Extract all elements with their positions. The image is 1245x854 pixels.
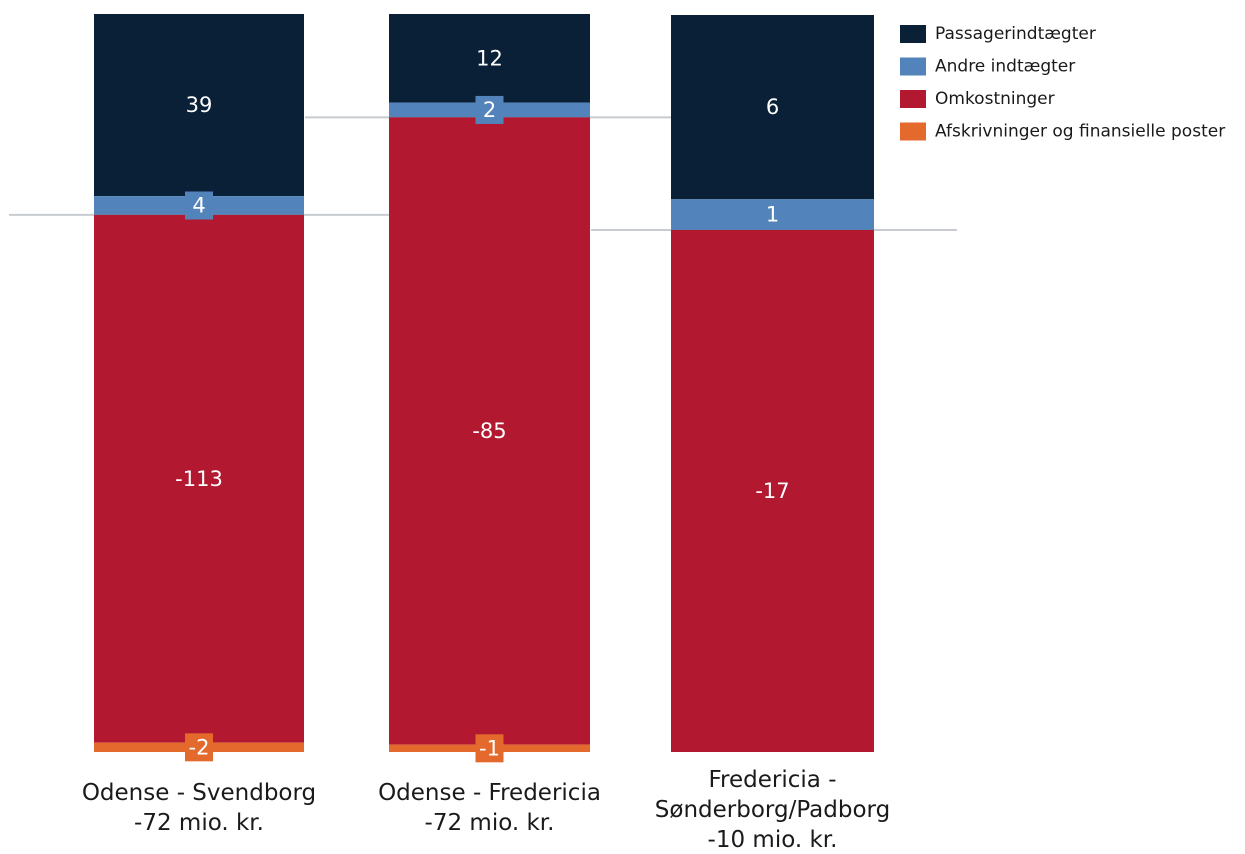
- data-label: 4: [192, 194, 205, 218]
- data-labels: 39 4 -113 -2 12 2 -85 -1 6 1 -17: [175, 46, 790, 763]
- legend-label: Afskrivninger og finansielle poster: [935, 122, 1225, 142]
- legend-label: Andre indtægter: [935, 57, 1075, 77]
- legend-swatch: [900, 25, 926, 43]
- bar-segment-3-1: [671, 15, 874, 200]
- legend-label: Omkostninger: [935, 89, 1055, 109]
- data-label: 12: [476, 46, 503, 70]
- legend-swatch: [900, 57, 926, 76]
- data-label: -2: [189, 735, 210, 759]
- data-label: 2: [483, 98, 496, 122]
- data-label-box: [185, 733, 213, 762]
- legend-label: Passagerindtægter: [935, 24, 1096, 44]
- bar-segment-2-3: [389, 117, 590, 745]
- category-label: -10 mio. kr.: [708, 827, 838, 853]
- bar-segments: [94, 14, 874, 753]
- data-label-box: [185, 191, 213, 220]
- bar-segment-1-1: [94, 14, 304, 197]
- bar-segment-3-3: [671, 229, 874, 753]
- category-label: Sønderborg/Padborg: [655, 797, 890, 823]
- category-label: Fredericia -: [709, 767, 837, 793]
- bar-segment-1-3: [94, 214, 304, 743]
- bar-segment-3-2: [671, 199, 874, 230]
- legend-swatch: [900, 122, 926, 141]
- category-label: -72 mio. kr.: [425, 810, 555, 836]
- data-label: 6: [766, 95, 779, 119]
- category-label: -72 mio. kr.: [134, 810, 264, 836]
- bar-segment-2-1: [389, 14, 590, 103]
- data-label: -113: [175, 467, 223, 491]
- legend: Passagerindtægter Andre indtægter Omkostni…: [900, 24, 1225, 142]
- data-label: -85: [472, 419, 506, 443]
- legend-swatch: [900, 90, 926, 108]
- data-label-box: [475, 734, 504, 763]
- data-label: 39: [186, 93, 213, 117]
- data-label: -1: [479, 736, 500, 760]
- data-label: 1: [766, 203, 779, 227]
- category-label: Odense - Fredericia: [378, 780, 601, 806]
- data-label: -17: [755, 479, 789, 503]
- data-label-box: [475, 95, 504, 124]
- category-label: Odense - Svendborg: [82, 780, 316, 806]
- category-labels: Odense - Svendborg -72 mio. kr. Odense - F…: [82, 767, 890, 853]
